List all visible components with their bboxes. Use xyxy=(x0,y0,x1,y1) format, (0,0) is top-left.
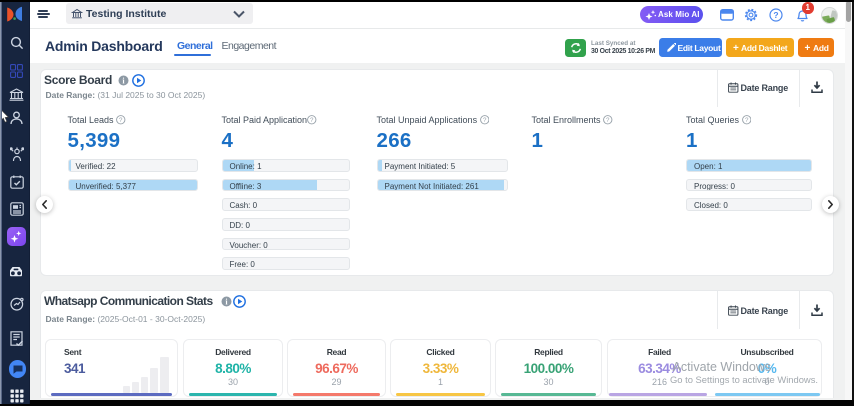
svg-text:?: ? xyxy=(773,10,778,20)
svg-text:?: ? xyxy=(119,117,123,124)
svg-text:?: ? xyxy=(745,117,749,124)
svg-text:i: i xyxy=(225,297,228,306)
svg-text:?: ? xyxy=(606,117,610,124)
svg-text:?: ? xyxy=(310,117,314,124)
svg-text:?: ? xyxy=(483,117,487,124)
svg-text:i: i xyxy=(122,76,125,85)
